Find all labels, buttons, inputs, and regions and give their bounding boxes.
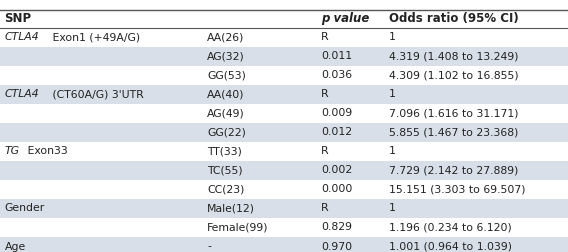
- Text: 1: 1: [389, 146, 396, 156]
- Text: 5.855 (1.467 to 23.368): 5.855 (1.467 to 23.368): [389, 127, 519, 137]
- Text: 7.096 (1.616 to 31.171): 7.096 (1.616 to 31.171): [389, 108, 519, 118]
- Text: Gender: Gender: [5, 203, 45, 213]
- Text: Exon1 (+49A/G): Exon1 (+49A/G): [49, 32, 140, 42]
- Text: R: R: [321, 146, 328, 156]
- Text: TT(33): TT(33): [207, 146, 242, 156]
- Bar: [0, 47, 568, 66]
- Bar: [0, 161, 568, 180]
- Text: 1.196 (0.234 to 6.120): 1.196 (0.234 to 6.120): [389, 223, 512, 233]
- Bar: [0, 123, 568, 142]
- Text: AA(40): AA(40): [207, 89, 245, 99]
- Text: p value: p value: [321, 12, 369, 25]
- Text: 7.729 (2.142 to 27.889): 7.729 (2.142 to 27.889): [389, 165, 519, 175]
- Text: Age: Age: [5, 241, 26, 251]
- Text: 1: 1: [389, 89, 396, 99]
- Text: Male(12): Male(12): [207, 203, 256, 213]
- Text: 0.000: 0.000: [321, 184, 352, 195]
- Text: R: R: [321, 203, 328, 213]
- Text: 0.970: 0.970: [321, 241, 352, 251]
- Bar: [0, 104, 568, 123]
- Bar: [0, 28, 568, 47]
- Text: CC(23): CC(23): [207, 184, 245, 195]
- Text: 0.002: 0.002: [321, 165, 352, 175]
- Text: 4.319 (1.408 to 13.249): 4.319 (1.408 to 13.249): [389, 51, 519, 61]
- Text: 15.151 (3.303 to 69.507): 15.151 (3.303 to 69.507): [389, 184, 525, 195]
- Bar: [0, 237, 568, 252]
- Text: R: R: [321, 32, 328, 42]
- Text: 0.036: 0.036: [321, 70, 352, 80]
- Text: 0.011: 0.011: [321, 51, 352, 61]
- Bar: [0, 142, 568, 161]
- Text: R: R: [321, 89, 328, 99]
- Bar: [0, 85, 568, 104]
- Text: -: -: [207, 241, 211, 251]
- Text: Exon33: Exon33: [24, 146, 68, 156]
- Text: 0.009: 0.009: [321, 108, 352, 118]
- Text: SNP: SNP: [5, 12, 32, 25]
- Text: TC(55): TC(55): [207, 165, 243, 175]
- Text: 1: 1: [389, 32, 396, 42]
- Text: 1.001 (0.964 to 1.039): 1.001 (0.964 to 1.039): [389, 241, 512, 251]
- Text: CTLA4: CTLA4: [5, 89, 39, 99]
- Text: CTLA4: CTLA4: [5, 32, 39, 42]
- Bar: [0, 66, 568, 85]
- Text: 1: 1: [389, 203, 396, 213]
- Text: AG(49): AG(49): [207, 108, 245, 118]
- Text: 4.309 (1.102 to 16.855): 4.309 (1.102 to 16.855): [389, 70, 519, 80]
- Text: TG: TG: [5, 146, 19, 156]
- Text: GG(53): GG(53): [207, 70, 246, 80]
- Bar: [0, 8, 568, 30]
- Text: (CT60A/G) 3'UTR: (CT60A/G) 3'UTR: [49, 89, 144, 99]
- Bar: [0, 218, 568, 237]
- Bar: [0, 199, 568, 218]
- Text: AG(32): AG(32): [207, 51, 245, 61]
- Bar: [0, 180, 568, 199]
- Text: Female(99): Female(99): [207, 223, 269, 233]
- Text: Odds ratio (95% CI): Odds ratio (95% CI): [389, 12, 519, 25]
- Text: GG(22): GG(22): [207, 127, 246, 137]
- Text: 0.012: 0.012: [321, 127, 352, 137]
- Text: 0.829: 0.829: [321, 223, 352, 233]
- Text: AA(26): AA(26): [207, 32, 245, 42]
